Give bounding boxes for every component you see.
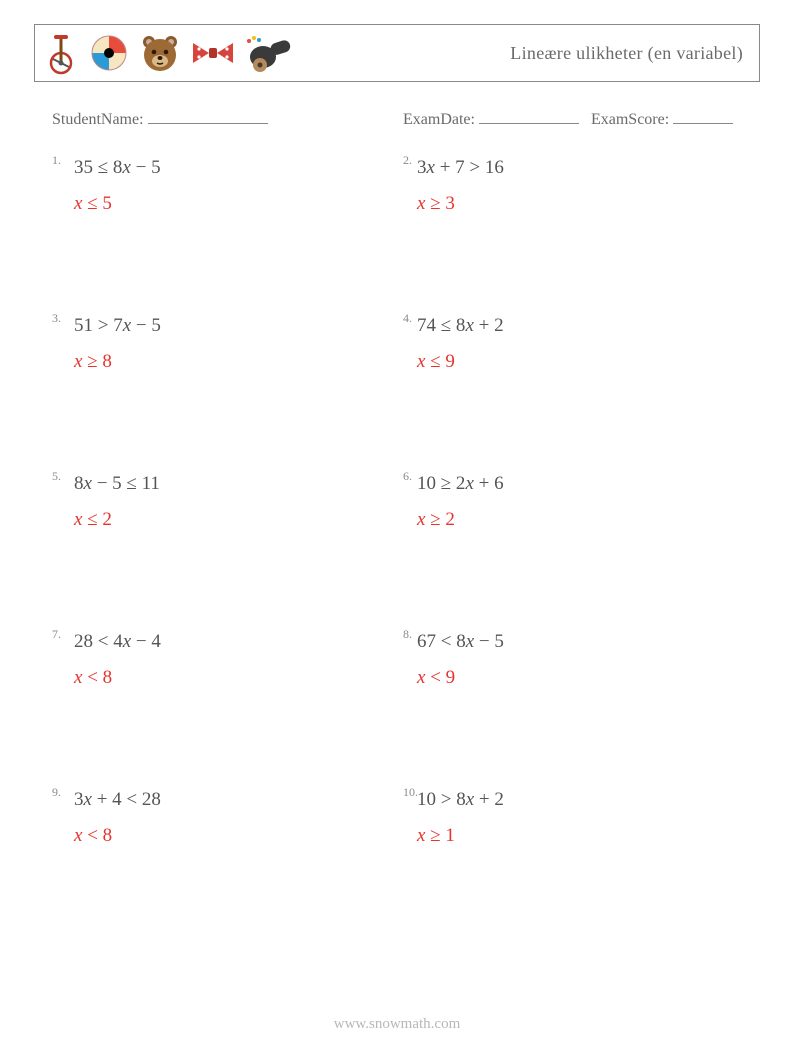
problem-answer: x ≤ 9 [403,351,760,373]
problem-answer: x < 8 [52,825,397,847]
exam-date-blank [479,110,579,124]
problem-question: 74 ≤ 8x + 2 [403,309,760,337]
problem: 9.3x + 4 < 28 x < 8 [34,783,397,941]
exam-score-label: ExamScore: [591,111,669,128]
problem: 5.8x − 5 ≤ 11 x ≤ 2 [34,467,397,625]
problem-number: 4. [403,311,412,326]
header-box: Lineære ulikheter (en variabel) [34,24,760,82]
problem: 7.28 < 4x − 4 x < 8 [34,625,397,783]
problem-number: 5. [52,469,61,484]
header-icons [43,31,293,75]
problem-answer: x ≤ 2 [52,509,397,531]
problem-question: 10 ≥ 2x + 6 [403,467,760,495]
problem-question: 10 > 8x + 2 [403,783,760,811]
problem-number: 8. [403,627,412,642]
problem-number: 9. [52,785,61,800]
problem: 1.35 ≤ 8x − 5 x ≤ 5 [34,151,397,309]
problem-answer: x ≤ 5 [52,193,397,215]
problem-answer: x ≥ 3 [403,193,760,215]
problem-question: 8x − 5 ≤ 11 [52,467,397,495]
bowtie-icon [191,39,235,67]
ball-icon [89,33,129,73]
problem: 8.67 < 8x − 5 x < 9 [397,625,760,783]
problem-question: 67 < 8x − 5 [403,625,760,653]
problem-number: 2. [403,153,412,168]
cannon-icon [245,33,293,73]
problem: 4.74 ≤ 8x + 2 x ≤ 9 [397,309,760,467]
problem: 10.10 > 8x + 2 x ≥ 1 [397,783,760,941]
worksheet-title: Lineære ulikheter (en variabel) [510,43,743,64]
problem-question: 3x + 7 > 16 [403,151,760,179]
problem-answer: x ≥ 8 [52,351,397,373]
problem: 2.3x + 7 > 16 x ≥ 3 [397,151,760,309]
problem-question: 51 > 7x − 5 [52,309,397,337]
problem-answer: x ≥ 1 [403,825,760,847]
exam-score-blank [673,110,733,124]
problem-answer: x ≥ 2 [403,509,760,531]
problem-number: 7. [52,627,61,642]
unicycle-icon [43,31,79,75]
problem-question: 3x + 4 < 28 [52,783,397,811]
exam-date-label: ExamDate: [403,111,475,128]
problem: 3.51 > 7x − 5 x ≥ 8 [34,309,397,467]
problem-number: 1. [52,153,61,168]
info-row: StudentName: ExamDate: ExamScore: [34,110,760,129]
footer-url: www.snowmath.com [0,1016,794,1033]
problems-grid: 1.35 ≤ 8x − 5 x ≤ 5 2.3x + 7 > 16 x ≥ 3 3.51… [34,151,760,941]
problem-number: 10. [403,785,418,800]
student-name-label: StudentName: [52,111,144,128]
problem-number: 6. [403,469,412,484]
problem-question: 28 < 4x − 4 [52,625,397,653]
problem-answer: x < 9 [403,667,760,689]
bear-icon [139,32,181,74]
student-name-blank [148,110,268,124]
problem-question: 35 ≤ 8x − 5 [52,151,397,179]
problem: 6.10 ≥ 2x + 6 x ≥ 2 [397,467,760,625]
problem-number: 3. [52,311,61,326]
problem-answer: x < 8 [52,667,397,689]
